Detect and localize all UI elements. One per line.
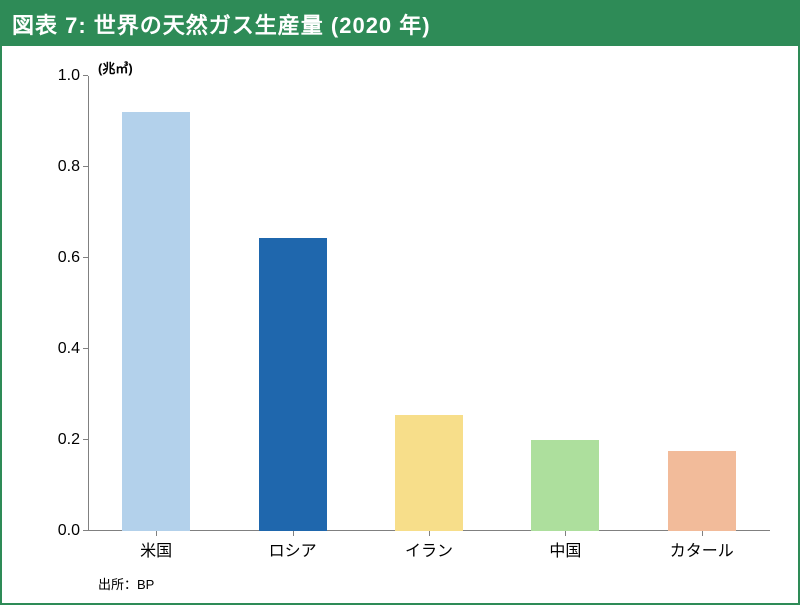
y-tick-mark: [83, 530, 88, 531]
y-tick-mark: [83, 257, 88, 258]
chart-area: (兆㎥) 0.00.20.40.60.81.0米国ロシアイラン中国カタール 出所…: [2, 46, 798, 603]
bars-container: [88, 76, 770, 531]
x-tick-label: 中国: [549, 537, 581, 561]
y-tick-mark: [83, 439, 88, 440]
y-tick-label: 1.0: [30, 67, 80, 85]
x-tick-mark: [429, 531, 430, 536]
source-text: 出所：BP: [98, 574, 154, 593]
x-tick-label: イラン: [405, 537, 453, 561]
bar: [259, 238, 327, 531]
chart-title: 図表 7: 世界の天然ガス生産量 (2020 年): [2, 2, 798, 46]
y-tick-label: 0.6: [30, 249, 80, 267]
y-tick-label: 0.0: [30, 522, 80, 540]
y-axis-unit: (兆㎥): [98, 58, 133, 77]
bar: [531, 440, 599, 531]
y-tick-label: 0.8: [30, 158, 80, 176]
chart-frame: 図表 7: 世界の天然ガス生産量 (2020 年) (兆㎥) 0.00.20.4…: [0, 0, 800, 605]
bar: [395, 415, 463, 531]
y-tick-mark: [83, 75, 88, 76]
y-tick-label: 0.2: [30, 431, 80, 449]
bar: [122, 112, 190, 531]
x-tick-mark: [293, 531, 294, 536]
x-tick-label: カタール: [670, 537, 734, 561]
plot-region: 0.00.20.40.60.81.0米国ロシアイラン中国カタール: [88, 76, 770, 531]
x-tick-label: 米国: [140, 537, 172, 561]
x-tick-label: ロシア: [269, 537, 317, 561]
x-tick-mark: [702, 531, 703, 536]
y-tick-mark: [83, 166, 88, 167]
x-tick-mark: [156, 531, 157, 536]
bar: [668, 451, 736, 531]
x-tick-mark: [565, 531, 566, 536]
y-tick-label: 0.4: [30, 340, 80, 358]
y-tick-mark: [83, 348, 88, 349]
